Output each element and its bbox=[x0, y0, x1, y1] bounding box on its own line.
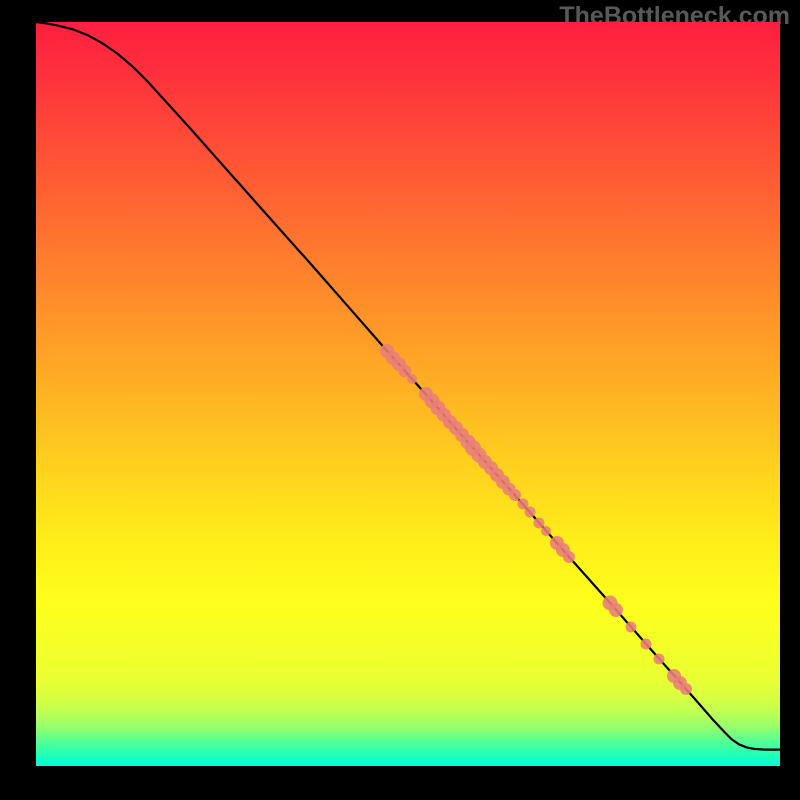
data-marker bbox=[609, 603, 623, 617]
data-marker bbox=[680, 683, 692, 695]
plot-area bbox=[36, 22, 780, 766]
data-marker bbox=[541, 526, 551, 536]
bottleneck-curve bbox=[36, 22, 780, 750]
curve-layer bbox=[36, 22, 780, 766]
chart-stage: TheBottleneck.com bbox=[0, 0, 800, 800]
data-marker bbox=[525, 507, 536, 518]
data-marker bbox=[654, 654, 665, 665]
data-marker bbox=[563, 551, 575, 563]
data-marker bbox=[407, 374, 417, 384]
data-marker bbox=[641, 638, 652, 649]
data-marker bbox=[626, 622, 637, 633]
